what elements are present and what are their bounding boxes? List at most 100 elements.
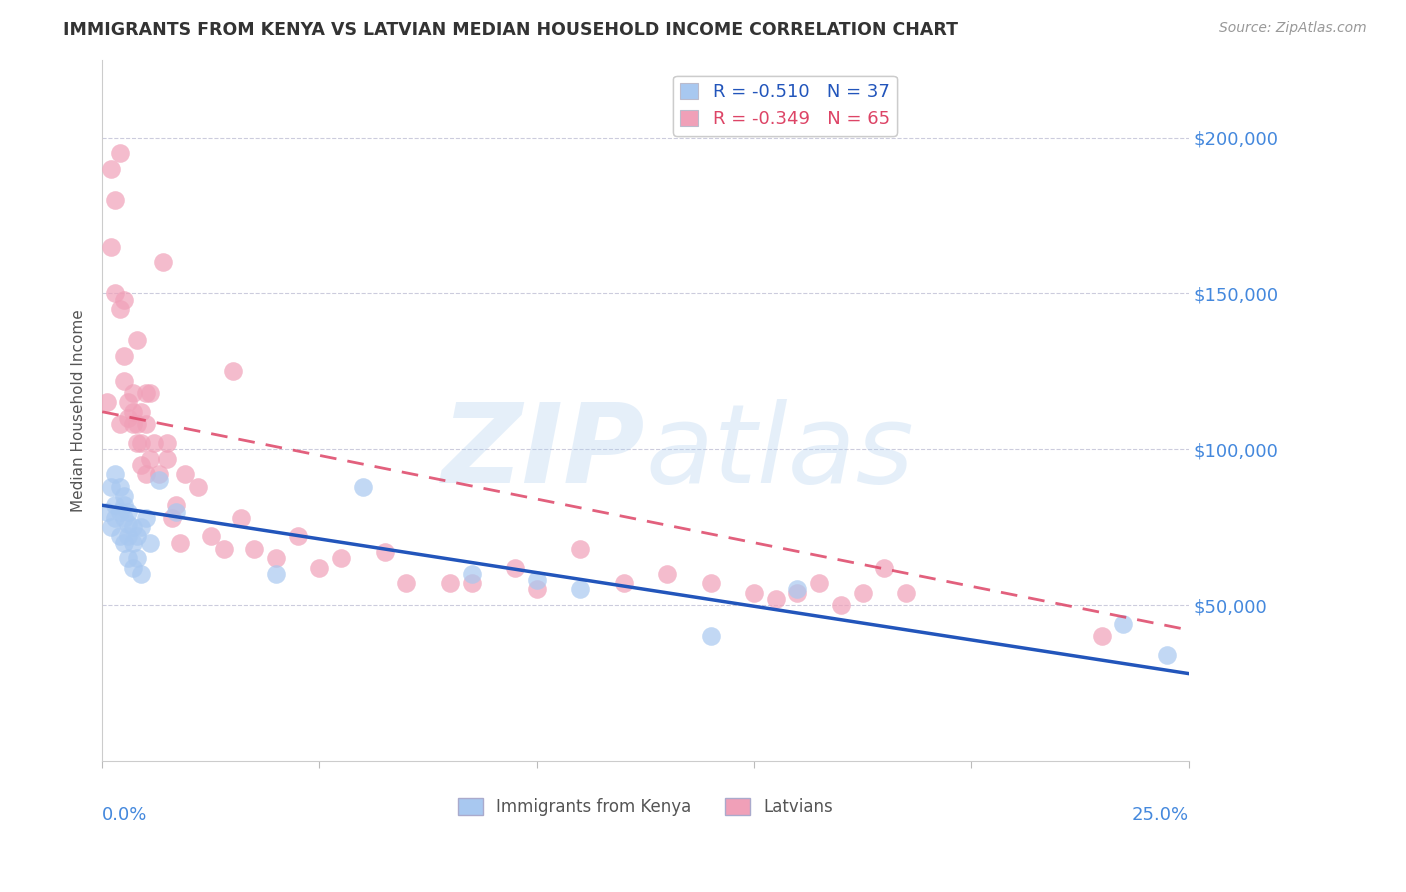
- Point: [173, 467, 195, 482]
- Point: [165, 498, 187, 512]
- Point: [112, 374, 135, 388]
- Point: [135, 467, 157, 482]
- Point: [156, 451, 179, 466]
- Point: [112, 535, 135, 549]
- Point: [765, 591, 787, 606]
- Point: [125, 333, 148, 347]
- Point: [112, 498, 135, 512]
- Point: [308, 560, 330, 574]
- Point: [131, 520, 153, 534]
- Point: [526, 582, 548, 597]
- Text: 25.0%: 25.0%: [1132, 806, 1188, 824]
- Point: [104, 467, 127, 482]
- Point: [264, 566, 287, 581]
- Point: [108, 417, 131, 432]
- Point: [655, 566, 678, 581]
- Point: [503, 560, 526, 574]
- Point: [125, 551, 148, 566]
- Point: [131, 458, 153, 472]
- Point: [117, 504, 139, 518]
- Point: [699, 576, 721, 591]
- Text: 0.0%: 0.0%: [103, 806, 148, 824]
- Point: [135, 417, 157, 432]
- Point: [100, 161, 122, 176]
- Point: [117, 516, 139, 531]
- Point: [131, 405, 153, 419]
- Point: [152, 255, 174, 269]
- Point: [200, 529, 222, 543]
- Point: [96, 395, 118, 409]
- Point: [108, 146, 131, 161]
- Point: [112, 293, 135, 307]
- Point: [121, 560, 143, 574]
- Point: [569, 582, 592, 597]
- Point: [121, 417, 143, 432]
- Point: [165, 504, 187, 518]
- Text: Source: ZipAtlas.com: Source: ZipAtlas.com: [1219, 21, 1367, 36]
- Point: [104, 286, 127, 301]
- Point: [1156, 648, 1178, 662]
- Point: [395, 576, 418, 591]
- Point: [873, 560, 896, 574]
- Point: [100, 520, 122, 534]
- Point: [830, 598, 852, 612]
- Point: [112, 510, 135, 524]
- Point: [699, 629, 721, 643]
- Point: [139, 451, 162, 466]
- Text: atlas: atlas: [645, 399, 914, 506]
- Point: [135, 386, 157, 401]
- Point: [112, 349, 135, 363]
- Point: [169, 535, 191, 549]
- Point: [156, 436, 179, 450]
- Point: [117, 529, 139, 543]
- Point: [1091, 629, 1114, 643]
- Point: [125, 529, 148, 543]
- Point: [786, 585, 808, 599]
- Point: [439, 576, 461, 591]
- Point: [117, 551, 139, 566]
- Point: [100, 239, 122, 253]
- Point: [786, 582, 808, 597]
- Point: [231, 510, 253, 524]
- Point: [264, 551, 287, 566]
- Point: [108, 479, 131, 493]
- Point: [117, 395, 139, 409]
- Point: [243, 541, 266, 556]
- Point: [374, 545, 396, 559]
- Point: [121, 386, 143, 401]
- Point: [148, 473, 170, 487]
- Point: [112, 489, 135, 503]
- Text: ZIP: ZIP: [441, 399, 645, 506]
- Point: [121, 405, 143, 419]
- Point: [139, 386, 162, 401]
- Point: [160, 510, 183, 524]
- Point: [108, 529, 131, 543]
- Point: [104, 193, 127, 207]
- Point: [212, 541, 235, 556]
- Y-axis label: Median Household Income: Median Household Income: [72, 309, 86, 512]
- Point: [894, 585, 917, 599]
- Point: [852, 585, 875, 599]
- Point: [352, 479, 374, 493]
- Point: [100, 479, 122, 493]
- Point: [104, 510, 127, 524]
- Point: [104, 498, 127, 512]
- Point: [742, 585, 765, 599]
- Point: [1112, 616, 1135, 631]
- Point: [287, 529, 309, 543]
- Point: [96, 504, 118, 518]
- Point: [330, 551, 353, 566]
- Point: [117, 411, 139, 425]
- Point: [526, 573, 548, 587]
- Point: [125, 417, 148, 432]
- Legend: R = -0.510   N = 37, R = -0.349   N = 65: R = -0.510 N = 37, R = -0.349 N = 65: [673, 76, 897, 136]
- Point: [121, 520, 143, 534]
- Point: [125, 436, 148, 450]
- Point: [460, 566, 482, 581]
- Point: [187, 479, 209, 493]
- Point: [108, 301, 131, 316]
- Point: [460, 576, 482, 591]
- Point: [121, 535, 143, 549]
- Text: IMMIGRANTS FROM KENYA VS LATVIAN MEDIAN HOUSEHOLD INCOME CORRELATION CHART: IMMIGRANTS FROM KENYA VS LATVIAN MEDIAN …: [63, 21, 959, 39]
- Point: [148, 467, 170, 482]
